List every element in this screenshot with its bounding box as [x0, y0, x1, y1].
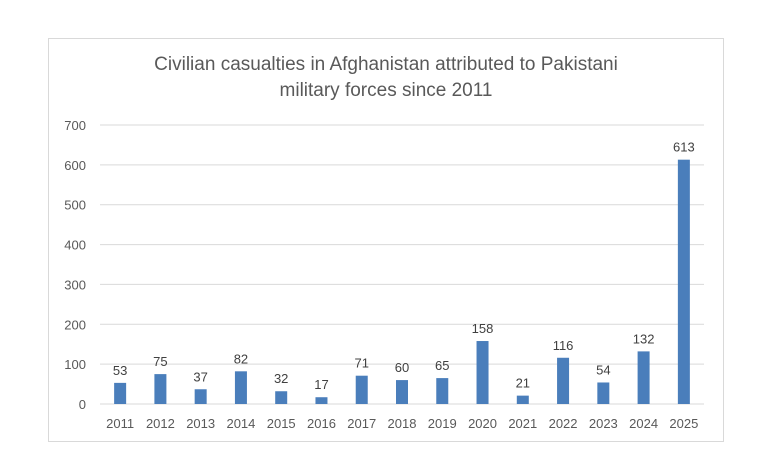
x-tick-label: 2021 — [508, 416, 537, 431]
bar-2011 — [114, 382, 127, 404]
x-tick-label: 2022 — [549, 416, 578, 431]
data-label-2025: 613 — [673, 140, 695, 155]
y-tick-label: 0 — [79, 397, 86, 412]
x-tick-label: 2020 — [468, 416, 497, 431]
data-label-2012: 75 — [153, 354, 167, 369]
y-axis: 0 100 200 300 400 500 600 700 — [64, 118, 86, 412]
x-tick-label: 2019 — [428, 416, 457, 431]
y-tick-label: 500 — [64, 198, 86, 213]
data-label-2022: 116 — [553, 338, 574, 353]
bar-2023 — [597, 382, 610, 404]
x-tick-label: 2023 — [589, 416, 618, 431]
data-label-2019: 65 — [435, 358, 449, 373]
x-axis: 2011 2012 2013 2014 2015 2016 2017 2018 2019 2020… — [106, 416, 698, 431]
data-labels: 53 75 37 82 32 17 71 60 65 158 21 116 54 132 613 — [113, 140, 695, 393]
bar-2018 — [396, 380, 408, 404]
bars — [114, 159, 690, 404]
y-tick-label: 400 — [64, 238, 86, 253]
x-tick-label: 2014 — [226, 416, 255, 431]
data-label-2018: 60 — [395, 360, 409, 375]
x-tick-label: 2018 — [388, 416, 417, 431]
y-tick-label: 700 — [64, 118, 86, 133]
x-tick-label: 2016 — [307, 416, 336, 431]
chart-title: Civilian casualties in Afghanistan attri… — [48, 52, 724, 104]
bar-2016 — [315, 397, 328, 404]
y-tick-label: 600 — [64, 158, 86, 173]
y-tick-label: 100 — [64, 357, 86, 372]
y-tick-label: 300 — [64, 277, 86, 292]
x-tick-label: 2017 — [347, 416, 376, 431]
bar-2017 — [355, 375, 368, 404]
y-tick-label: 200 — [64, 317, 86, 332]
data-label-2015: 32 — [274, 371, 288, 386]
bar-2013 — [194, 389, 207, 404]
bar-2014 — [234, 371, 247, 404]
x-tick-label: 2011 — [106, 416, 134, 431]
data-label-2020: 158 — [472, 321, 494, 336]
data-label-2024: 132 — [633, 331, 655, 346]
data-label-2014: 82 — [234, 351, 248, 366]
bar-2020 — [476, 341, 489, 404]
x-tick-label: 2025 — [669, 416, 698, 431]
bar-2021 — [516, 395, 529, 404]
bar-2019 — [436, 378, 449, 404]
x-tick-label: 2013 — [186, 416, 215, 431]
x-tick-label: 2015 — [267, 416, 296, 431]
chart-title-line-1: Civilian casualties in Afghanistan attri… — [154, 54, 618, 75]
data-label-2013: 37 — [193, 369, 207, 384]
bar-2025 — [677, 159, 690, 404]
data-label-2023: 54 — [596, 362, 610, 377]
bar-2024 — [637, 351, 650, 404]
data-label-2016: 17 — [314, 377, 328, 392]
bar-2012 — [154, 374, 167, 404]
bar-2022 — [557, 357, 570, 404]
x-tick-label: 2024 — [629, 416, 658, 431]
chart-title-line-2: military forces since 2011 — [279, 80, 493, 101]
x-tick-label: 2012 — [146, 416, 175, 431]
data-label-2021: 21 — [516, 376, 530, 391]
data-label-2011: 53 — [113, 363, 127, 378]
data-label-2017: 71 — [354, 356, 368, 371]
bar-2015 — [275, 391, 288, 404]
